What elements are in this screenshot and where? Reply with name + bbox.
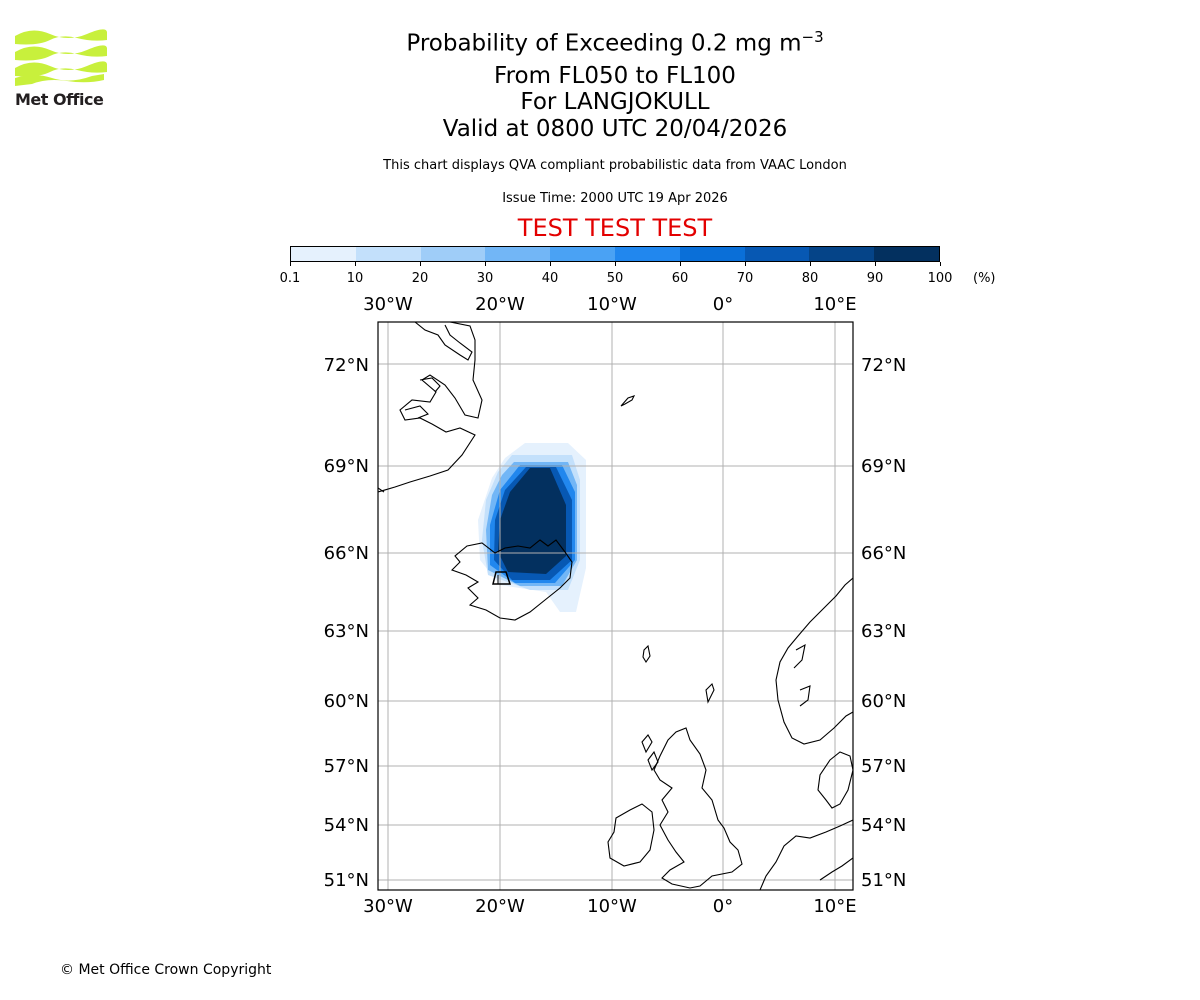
lat-label: 69°N <box>861 456 906 477</box>
lat-label: 54°N <box>861 815 906 836</box>
lat-label: 66°N <box>861 543 906 564</box>
colorbar-tick-mark <box>939 262 941 266</box>
colorbar-segment <box>874 247 939 261</box>
lon-label: 30°W <box>363 896 413 917</box>
colorbar-tick-mark <box>419 262 421 266</box>
colorbar-tick-mark <box>289 262 291 266</box>
latitude-labels-left: 72°N 69°N 66°N 63°N 60°N 57°N 54°N 51°N <box>324 355 369 891</box>
lat-label: 57°N <box>861 756 906 777</box>
probability-colorbar <box>290 246 940 262</box>
lat-label: 51°N <box>324 870 369 891</box>
colorbar-segment <box>809 247 875 261</box>
lat-label: 66°N <box>324 543 369 564</box>
chart-description: This chart displays QVA compliant probab… <box>383 158 847 173</box>
coastlines <box>378 322 853 890</box>
colorbar-tick-label: 50 <box>606 271 624 286</box>
colorbar-tick-label: 90 <box>866 271 884 286</box>
chart-title: Probability of Exceeding 0.2 mg m−3 <box>406 28 824 57</box>
lon-label: 0° <box>713 896 733 917</box>
met-office-logo-text: Met Office <box>15 90 104 109</box>
map-frame <box>377 321 854 891</box>
lat-label: 51°N <box>861 870 906 891</box>
lat-label: 63°N <box>861 621 906 642</box>
colorbar-tick-label: 10 <box>346 271 364 286</box>
colorbar-segment <box>355 247 421 261</box>
colorbar-segment <box>744 247 810 261</box>
lon-label: 10°E <box>813 896 856 917</box>
colorbar-tick-mark <box>354 262 356 266</box>
colorbar-tick-label: 20 <box>411 271 429 286</box>
lat-label: 72°N <box>324 355 369 376</box>
map-background <box>378 322 853 890</box>
issue-time: Issue Time: 2000 UTC 19 Apr 2026 <box>502 191 728 206</box>
colorbar-segment <box>550 247 615 261</box>
colorbar-segment <box>679 247 745 261</box>
lon-label: 30°W <box>363 294 413 315</box>
lon-label: 20°W <box>475 294 525 315</box>
lat-label: 60°N <box>861 691 906 712</box>
colorbar-segment <box>614 247 680 261</box>
colorbar-tick-label: 70 <box>736 271 754 286</box>
colorbar-unit: (%) <box>973 271 996 286</box>
colorbar-tick-mark <box>614 262 616 266</box>
lat-label: 72°N <box>861 355 906 376</box>
volcano-marker-icon <box>492 571 512 585</box>
longitude-labels-bottom: 30°W 20°W 10°W 0° 10°E <box>363 896 856 917</box>
lon-label: 20°W <box>475 896 525 917</box>
colorbar-tick-mark <box>549 262 551 266</box>
colorbar-tick-mark <box>679 262 681 266</box>
copyright-notice: © Met Office Crown Copyright <box>60 962 272 978</box>
colorbar-tick-label: 0.1 <box>279 271 301 286</box>
longitude-labels-top: 30°W 20°W 10°W 0° 10°E <box>363 294 856 315</box>
colorbar-tick-mark <box>484 262 486 266</box>
colorbar-tick-label: 30 <box>476 271 494 286</box>
colorbar-tick-label: 60 <box>671 271 689 286</box>
lon-label: 10°W <box>587 896 637 917</box>
colorbar-segment <box>485 247 551 261</box>
colorbar-tick-mark <box>744 262 746 266</box>
colorbar-tick-label: 80 <box>801 271 819 286</box>
colorbar-tick-label: 40 <box>541 271 559 286</box>
colorbar-segment <box>420 247 486 261</box>
lat-label: 57°N <box>324 756 369 777</box>
met-office-logo: Met Office <box>12 28 112 114</box>
map-gridlines <box>378 322 853 890</box>
valid-time: Valid at 0800 UTC 20/04/2026 <box>442 116 788 142</box>
flight-level-range: From FL050 to FL100 <box>494 63 736 89</box>
colorbar-tick-mark <box>874 262 876 266</box>
lon-label: 10°W <box>587 294 637 315</box>
lat-label: 63°N <box>324 621 369 642</box>
met-office-wave-icon <box>15 29 107 86</box>
test-banner: TEST TEST TEST <box>517 214 713 242</box>
lat-label: 54°N <box>324 815 369 836</box>
lat-label: 69°N <box>324 456 369 477</box>
volcano-name: For LANGJOKULL <box>520 89 710 115</box>
lon-label: 0° <box>713 294 733 315</box>
lon-label: 10°E <box>813 294 856 315</box>
latitude-labels-right: 72°N 69°N 66°N 63°N 60°N 57°N 54°N 51°N <box>861 355 906 891</box>
colorbar-tick-mark <box>809 262 811 266</box>
lat-label: 60°N <box>324 691 369 712</box>
colorbar-segment <box>291 247 356 261</box>
colorbar-tick-label: 100 <box>927 271 953 286</box>
